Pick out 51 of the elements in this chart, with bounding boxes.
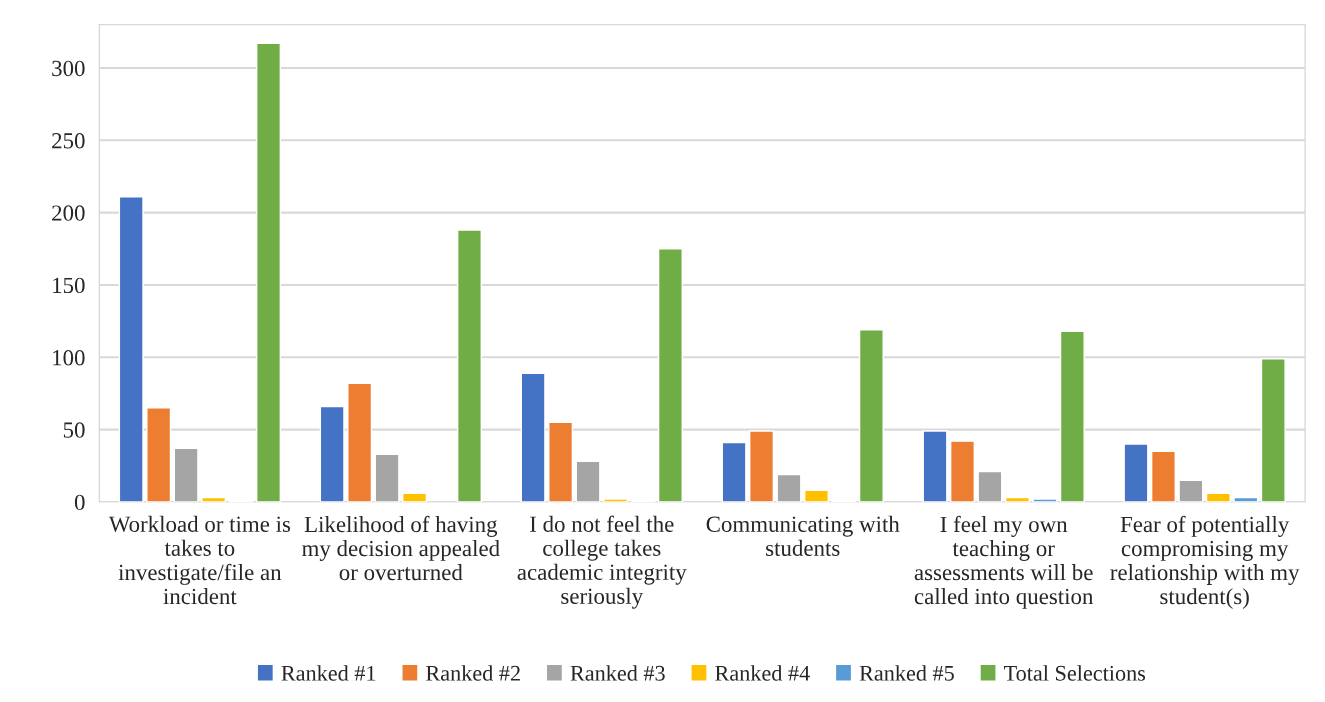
bar: [319, 405, 345, 502]
bar: [1178, 479, 1204, 502]
legend-label: Ranked #2: [426, 665, 520, 681]
x-tick-label: Likelihood of having my decision appealed or overturned: [302, 515, 500, 581]
bar: [548, 421, 574, 502]
legend-label: Ranked #1: [281, 665, 376, 681]
bar: [173, 447, 199, 502]
bar: [1233, 496, 1259, 502]
x-tick-label: Fear of potentially compromising my relationship with my student(s): [1110, 515, 1300, 609]
bar: [1150, 450, 1176, 502]
bar: [456, 229, 482, 502]
y-tick-label: 100: [53, 349, 85, 366]
legend-label: Total Selections: [1004, 665, 1146, 681]
x-tick-label: I do not feel the college takes academic integrity seriously: [517, 515, 687, 609]
bar: [858, 329, 884, 502]
y-tick-label: 200: [52, 205, 85, 221]
bar: [977, 470, 1003, 502]
legend-label: Ranked #4: [715, 665, 810, 681]
bar: [1059, 330, 1085, 502]
x-tick-label: Workload or time is takes to investigate/file an incident: [108, 515, 291, 605]
bar: [575, 460, 601, 502]
bar: [146, 407, 172, 502]
legend-label: Ranked #3: [570, 665, 665, 681]
y-tick-label: 0: [74, 494, 85, 511]
bar: [1123, 443, 1149, 502]
legend-label: Ranked #5: [859, 665, 954, 681]
bar: [721, 441, 747, 502]
bar: [347, 382, 373, 502]
y-tick-label: 300: [52, 60, 85, 77]
bar: [657, 248, 683, 502]
y-tick-label: 150: [53, 277, 85, 294]
bar: [374, 453, 400, 502]
bar: [520, 372, 546, 502]
bar: [1260, 358, 1286, 502]
x-tick-label: Communicating with students: [706, 515, 900, 556]
y-tick-label: 50: [63, 422, 85, 438]
bar: [256, 42, 282, 502]
x-tick-label: I feel my own teaching or assessments will be called into question: [914, 515, 1094, 609]
bar: [602, 498, 629, 502]
bar: [1032, 498, 1058, 502]
y-tick-label: 250: [52, 133, 85, 149]
bar: [803, 489, 829, 502]
bar: [201, 496, 227, 502]
bar: [776, 473, 802, 502]
bar: [922, 430, 948, 502]
bar: [1205, 492, 1231, 502]
bar: [949, 440, 975, 502]
bar: [118, 196, 144, 502]
bar: [1004, 496, 1030, 502]
bar: [749, 430, 775, 502]
bar: [402, 492, 428, 502]
